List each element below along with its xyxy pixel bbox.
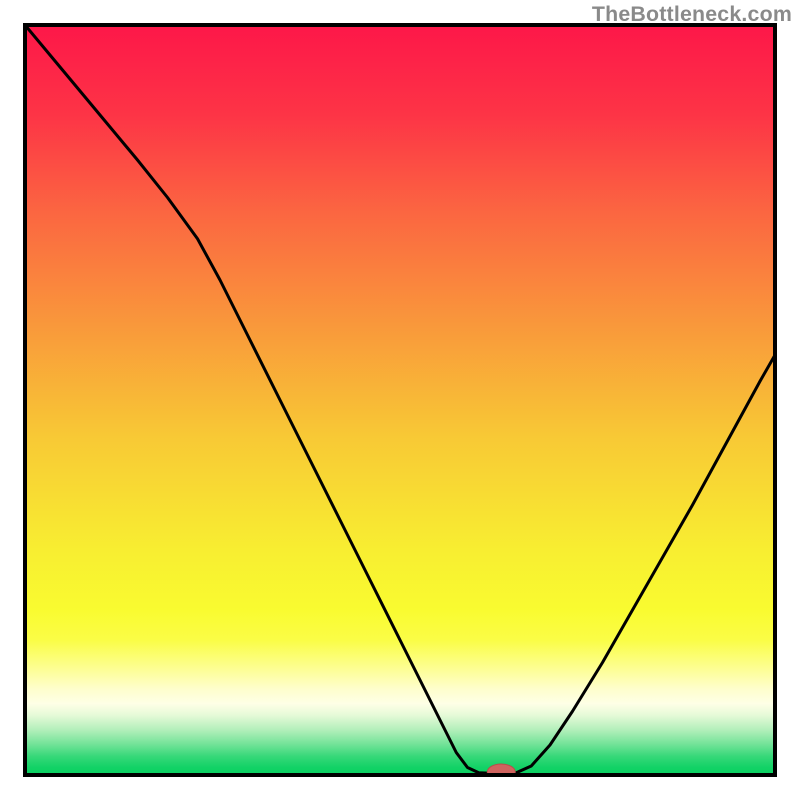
- watermark-text: TheBottleneck.com: [592, 2, 792, 27]
- plot-background: [25, 25, 775, 775]
- chart-container: { "watermark": { "text": "TheBottleneck.…: [0, 0, 800, 800]
- bottleneck-chart: [0, 0, 800, 800]
- optimal-marker: [487, 764, 515, 780]
